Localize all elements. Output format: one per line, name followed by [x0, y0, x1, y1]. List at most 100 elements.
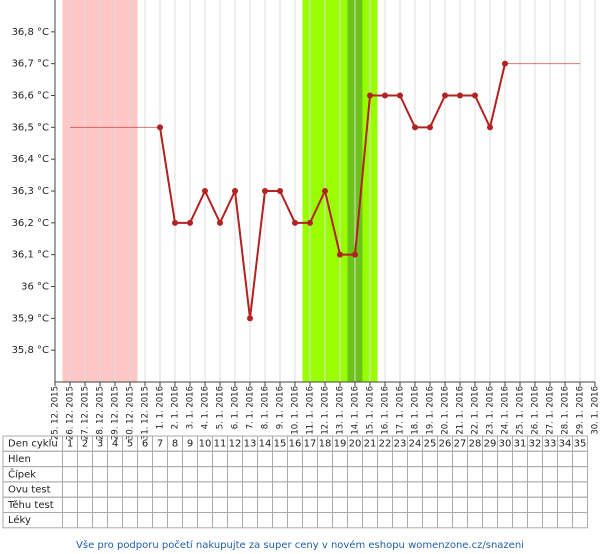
footer-link[interactable]: Vše pro podporu početí nakupujte za supe… — [76, 539, 524, 551]
y-tick-label: 36,1 °C — [12, 250, 49, 261]
x-tick-label: 13. 1. 2016 — [336, 386, 346, 435]
day-number: 10 — [199, 439, 212, 450]
x-tick-label: 18. 1. 2016 — [411, 386, 421, 435]
y-tick-label: 36 °C — [21, 282, 49, 293]
temperature-point — [292, 219, 298, 226]
day-number: 23 — [394, 439, 407, 450]
x-tick-label: 24. 1. 2016 — [501, 386, 511, 435]
day-number: 17 — [304, 439, 317, 450]
x-tick-label: 21. 1. 2016 — [456, 386, 466, 435]
temperature-point — [157, 124, 163, 131]
temperature-point — [337, 251, 343, 258]
row-label: Léky — [8, 514, 31, 526]
day-number: 8 — [172, 439, 178, 450]
temperature-point — [307, 219, 313, 226]
temperature-point — [277, 188, 283, 194]
day-number: 32 — [529, 439, 542, 450]
x-tick-label: 12. 1. 2016 — [321, 386, 331, 435]
temperature-point — [442, 92, 448, 99]
day-number: 12 — [229, 439, 242, 450]
y-tick-label: 36,2 °C — [12, 218, 49, 229]
row-label: Hlen — [8, 454, 31, 465]
x-tick-label: 1. 1. 2016 — [156, 386, 166, 429]
day-number: 3 — [97, 439, 103, 450]
day-number: 21 — [364, 439, 377, 450]
day-number: 5 — [127, 439, 133, 450]
day-number: 2 — [82, 439, 88, 450]
x-tick-label: 30. 12. 2015 — [126, 386, 136, 440]
x-tick-label: 14. 1. 2016 — [351, 386, 361, 435]
day-number: 34 — [559, 439, 572, 450]
x-tick-label: 4. 1. 2016 — [201, 386, 211, 429]
y-tick-label: 36,4 °C — [12, 154, 49, 165]
temperature-point — [232, 188, 238, 194]
day-number: 35 — [574, 439, 587, 450]
temperature-point — [352, 251, 358, 258]
x-tick-label: 3. 1. 2016 — [186, 386, 196, 429]
x-tick-label: 5. 1. 2016 — [216, 386, 226, 429]
x-tick-label: 8. 1. 2016 — [261, 386, 271, 429]
x-tick-label: 26. 1. 2016 — [531, 386, 541, 435]
y-tick-label: 35,8 °C — [12, 345, 49, 356]
x-tick-label: 25. 12. 2015 — [51, 386, 61, 440]
y-tick-label: 36,8 °C — [12, 27, 49, 38]
day-number: 4 — [112, 439, 118, 450]
x-tick-label: 10. 1. 2016 — [291, 386, 301, 435]
x-tick-label: 28. 12. 2015 — [96, 386, 106, 440]
temperature-point — [322, 188, 328, 194]
x-tick-label: 31. 12. 2015 — [141, 386, 151, 440]
table-row — [2, 496, 588, 514]
row-label: Těhu test — [7, 499, 54, 511]
y-tick-label: 36,6 °C — [12, 91, 49, 102]
row-label: Den cyklu — [8, 439, 58, 450]
y-tick-label: 36,7 °C — [12, 59, 49, 70]
temperature-point — [487, 124, 493, 131]
x-tick-label: 27. 12. 2015 — [81, 386, 91, 440]
x-tick-label: 17. 1. 2016 — [396, 386, 406, 435]
day-number: 29 — [484, 439, 497, 450]
temperature-point — [202, 188, 208, 194]
x-tick-label: 19. 1. 2016 — [426, 386, 436, 435]
x-tick-label: 22. 1. 2016 — [471, 386, 481, 435]
x-tick-label: 7. 1. 2016 — [246, 386, 256, 429]
day-number: 13 — [244, 439, 257, 450]
x-tick-label: 27. 1. 2016 — [546, 386, 556, 435]
table-row — [2, 481, 588, 498]
day-number: 18 — [319, 439, 332, 450]
day-number: 27 — [454, 439, 467, 450]
x-tick-label: 16. 1. 2016 — [381, 386, 391, 435]
temperature-point — [502, 60, 508, 67]
day-number: 7 — [157, 439, 163, 450]
day-number: 11 — [214, 439, 227, 450]
x-tick-label: 6. 1. 2016 — [231, 386, 241, 429]
temperature-point — [397, 92, 403, 99]
day-number: 33 — [544, 439, 557, 450]
day-number: 20 — [349, 439, 362, 450]
x-tick-label: 11. 1. 2016 — [306, 386, 316, 435]
day-number: 15 — [274, 439, 287, 450]
x-tick-label: 15. 1. 2016 — [366, 386, 376, 435]
x-tick-label: 29. 12. 2015 — [111, 386, 121, 440]
day-number: 28 — [469, 439, 482, 450]
day-number: 30 — [499, 439, 512, 450]
day-number: 22 — [379, 439, 392, 450]
temperature-point — [187, 219, 193, 226]
day-number: 19 — [334, 439, 347, 450]
temperature-point — [367, 92, 373, 99]
day-number: 1 — [67, 439, 73, 450]
temperature-point — [427, 124, 433, 131]
x-tick-label: 20. 1. 2016 — [441, 386, 451, 435]
temperature-point — [247, 315, 253, 322]
row-label: Čípek — [8, 467, 36, 480]
temperature-point — [457, 92, 463, 99]
day-number: 25 — [424, 439, 437, 450]
day-number: 6 — [142, 439, 148, 450]
temperature-point — [382, 92, 388, 99]
row-label: Ovu test — [8, 485, 51, 496]
day-number: 26 — [439, 439, 452, 450]
day-number: 16 — [289, 439, 302, 450]
day-number: 14 — [259, 439, 272, 450]
y-tick-label: 35,9 °C — [12, 313, 49, 324]
x-tick-label: 2. 1. 2016 — [171, 386, 181, 429]
